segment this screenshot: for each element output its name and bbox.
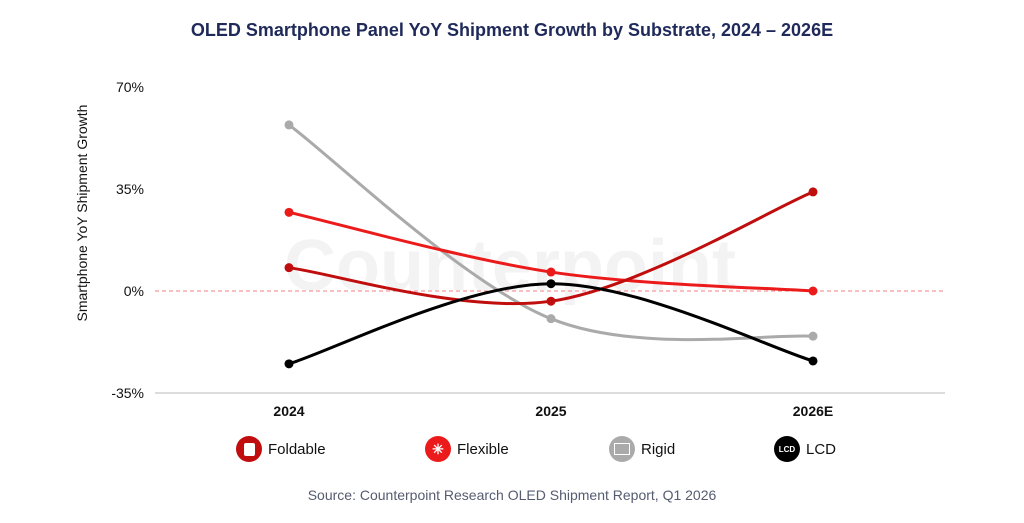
data-point-flexible [284,207,294,217]
lcd-monitor-icon: LCD [774,436,800,462]
legend-item-rigid: Rigid [609,436,675,462]
y-tick-label: -35% [111,385,144,401]
data-point-rigid [808,331,818,341]
flexible-panel-icon: ✳ [425,436,451,462]
data-point-rigid [546,314,556,324]
data-point-foldable [808,187,818,197]
data-point-rigid [284,120,294,130]
legend-item-foldable: Foldable [236,436,326,462]
data-point-foldable [546,296,556,306]
data-point-lcd [284,359,294,369]
y-tick-label: 0% [124,283,144,299]
data-point-flexible [808,286,818,296]
data-point-foldable [284,263,294,273]
legend-label: Foldable [268,440,326,458]
x-tick-label: 2025 [535,403,566,419]
legend-label: Rigid [641,440,676,458]
data-point-lcd [808,356,818,366]
legend: Foldable ✳ Flexible Rigid LCD LCD [0,436,1024,466]
x-tick-label: 2026E [793,403,833,419]
y-axis-label: Smartphone YoY Shipment Growth [74,105,90,322]
legend-item-lcd: LCD LCD [774,436,836,462]
y-tick-label: 35% [116,181,144,197]
legend-label: Flexible [457,440,509,458]
rigid-panel-icon [609,436,635,462]
data-point-lcd [546,279,556,289]
data-point-flexible [546,267,556,277]
y-tick-label: 70% [116,79,144,95]
x-tick-label: 2024 [273,403,304,419]
legend-item-flexible: ✳ Flexible [425,436,509,462]
foldable-phone-icon [236,436,262,462]
legend-label: LCD [806,440,837,458]
chart-title: OLED Smartphone Panel YoY Shipment Growt… [190,20,834,40]
source-note: Source: Counterpoint Research OLED Shipm… [307,487,717,503]
